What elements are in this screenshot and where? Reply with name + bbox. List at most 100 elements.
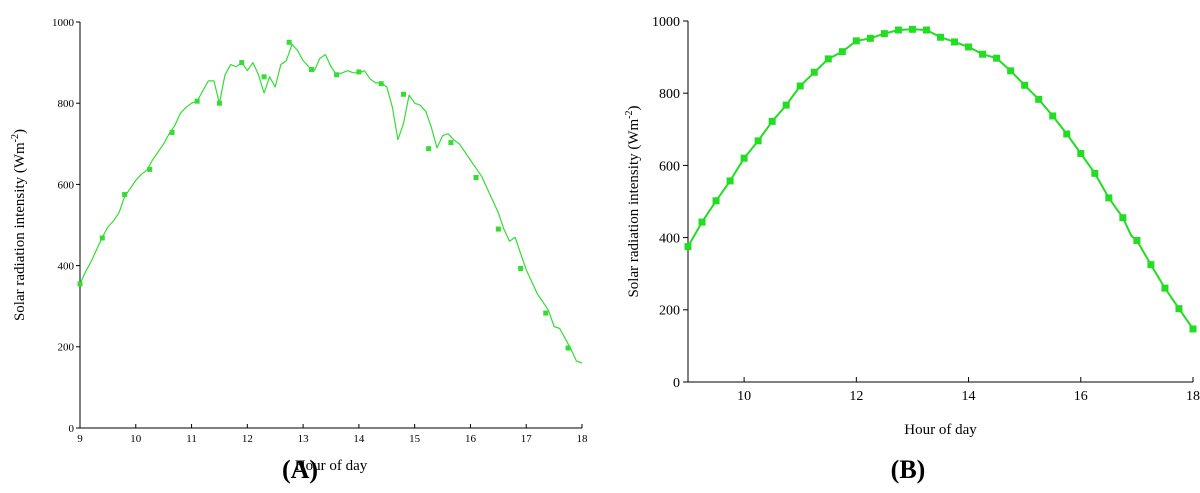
data-point-marker xyxy=(261,74,267,80)
data-point-marker xyxy=(401,91,407,97)
x-tick-label: 10 xyxy=(130,433,142,445)
data-point-marker xyxy=(712,197,720,205)
x-tick-label: 18 xyxy=(577,433,589,445)
data-point-marker xyxy=(426,146,432,152)
data-point-marker xyxy=(852,37,860,45)
x-tick-label: 15 xyxy=(409,433,421,445)
x-tick-label: 18 xyxy=(1186,389,1200,404)
x-axis-title: Hour of day xyxy=(904,422,977,438)
data-point-marker xyxy=(565,345,571,351)
x-tick-label: 12 xyxy=(242,433,253,445)
x-tick-label: 14 xyxy=(353,433,365,445)
y-tick-label: 600 xyxy=(659,159,680,174)
data-point-marker xyxy=(1021,81,1029,89)
y-tick-label: 1000 xyxy=(52,17,75,29)
data-point-marker xyxy=(286,39,292,45)
data-point-marker xyxy=(147,166,153,172)
data-point-marker xyxy=(726,177,734,185)
x-tick-label: 13 xyxy=(298,433,310,445)
data-point-marker xyxy=(378,81,384,87)
y-axis-title-close: ) xyxy=(626,105,642,110)
data-point-marker xyxy=(993,54,1001,62)
data-point-marker xyxy=(1049,112,1057,120)
y-axis-title-superscript: -2 xyxy=(10,134,21,142)
data-point-marker xyxy=(99,235,105,241)
x-tick-label: 9 xyxy=(77,433,83,445)
data-point-marker xyxy=(838,48,846,56)
data-point-marker xyxy=(495,226,501,232)
data-point-marker xyxy=(473,174,479,180)
y-tick-label: 800 xyxy=(659,87,680,102)
data-point-marker xyxy=(1063,130,1071,138)
series-line xyxy=(687,28,1194,330)
data-point-marker xyxy=(979,50,987,58)
data-point-marker xyxy=(239,60,245,66)
y-tick-label: 400 xyxy=(58,260,75,272)
x-tick-label: 14 xyxy=(962,389,976,404)
y-axis-title: Solar radiation intensity (Wm-2) xyxy=(624,105,642,297)
data-point-marker xyxy=(937,33,944,41)
x-tick-label: 16 xyxy=(1074,389,1088,404)
data-point-marker xyxy=(908,25,916,33)
data-point-marker xyxy=(518,265,524,271)
data-point-marker xyxy=(810,68,818,76)
data-point-marker xyxy=(356,69,362,75)
data-point-marker xyxy=(698,218,706,226)
data-point-marker xyxy=(965,43,973,51)
series-line xyxy=(79,43,583,364)
x-tick-label: 17 xyxy=(521,433,533,445)
data-point-marker xyxy=(122,192,128,198)
y-tick-label: 0 xyxy=(69,423,75,435)
x-axis-title: Hour of day xyxy=(295,458,368,474)
x-tick-label: 16 xyxy=(465,433,477,445)
data-point-marker xyxy=(782,101,790,109)
data-point-marker xyxy=(684,243,692,251)
data-point-marker xyxy=(1161,284,1169,292)
data-point-marker xyxy=(740,154,748,162)
chart-panel-a: 0 200 400 600 800 1000 9 10 11 12 13 14 15 16 17 18 Hour… xyxy=(10,17,588,484)
x-tick-label: 11 xyxy=(186,433,197,445)
y-tick-label: 0 xyxy=(673,376,680,391)
data-point-marker xyxy=(216,100,222,106)
data-point-marker xyxy=(1133,236,1141,244)
y-axis-title-superscript: -2 xyxy=(624,110,635,118)
data-point-marker xyxy=(866,34,874,42)
y-tick-label: 600 xyxy=(58,179,75,191)
data-point-marker xyxy=(1119,214,1127,222)
y-axis-title: Solar radiation intensity (Wm-2) xyxy=(10,129,28,321)
y-axis-title-main: Solar radiation intensity (Wm xyxy=(12,142,28,321)
y-axis-title-close: ) xyxy=(12,129,28,134)
data-point-marker xyxy=(1007,67,1015,75)
y-tick-label: 200 xyxy=(659,304,680,319)
data-point-marker xyxy=(1189,325,1197,333)
x-tick-label: 12 xyxy=(849,389,863,404)
data-point-marker xyxy=(796,82,804,90)
data-point-marker xyxy=(448,140,454,146)
data-point-marker xyxy=(1091,169,1099,177)
y-axis-title-main: Solar radiation intensity (Wm xyxy=(626,118,642,297)
data-point-marker xyxy=(951,38,959,46)
data-point-marker xyxy=(880,30,888,38)
data-point-marker xyxy=(1175,305,1183,313)
y-tick-label: 1000 xyxy=(652,15,680,30)
data-point-marker xyxy=(543,310,549,316)
y-tick-label: 400 xyxy=(659,232,680,247)
panel-label: (B) xyxy=(891,455,926,484)
chart-panel-b: 0 200 400 600 800 1000 10 12 14 16 18 Hour of day So… xyxy=(624,15,1200,484)
data-point-marker xyxy=(922,26,930,34)
data-point-marker xyxy=(1147,261,1155,269)
data-point-marker xyxy=(754,137,762,145)
data-point-marker xyxy=(194,98,200,104)
x-tick-label: 10 xyxy=(737,389,751,404)
data-point-marker xyxy=(308,67,314,73)
data-point-marker xyxy=(894,26,902,34)
data-point-marker xyxy=(334,72,340,78)
data-point-marker xyxy=(77,281,83,287)
data-point-marker xyxy=(1077,149,1085,157)
y-tick-label: 800 xyxy=(58,98,75,110)
data-point-marker xyxy=(824,55,832,63)
data-point-marker xyxy=(1105,194,1113,202)
data-point-marker xyxy=(1035,95,1043,103)
data-point-marker xyxy=(169,129,175,135)
